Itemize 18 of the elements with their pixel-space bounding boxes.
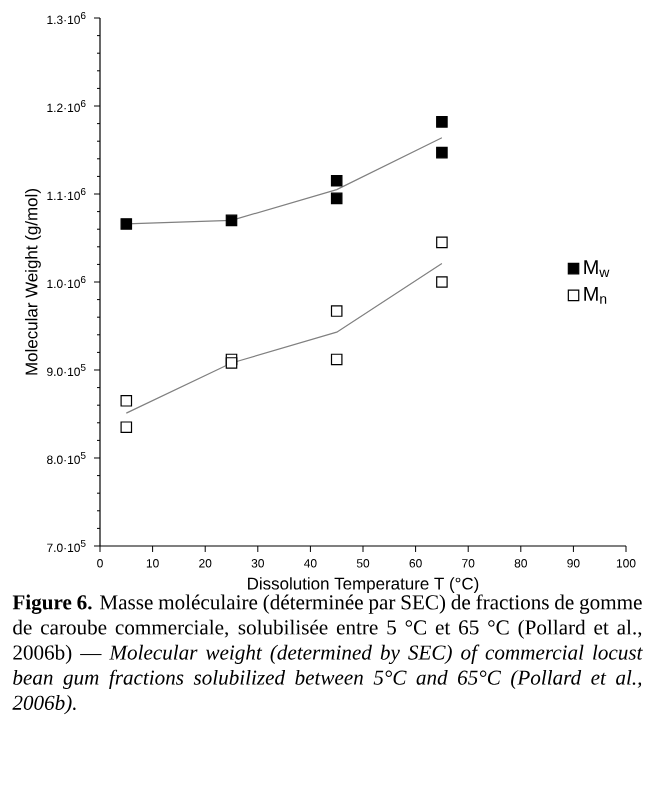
point [330,192,343,205]
point [436,276,448,288]
point [330,305,343,317]
x-axis-title: Dissolution Temperature T (°C) [248,577,479,593]
point [120,395,133,407]
point [225,214,238,227]
point [120,218,133,230]
point [330,175,343,187]
text: Figure 6. Masse moléculaire (déterminée par SEC) de fractions de gomme de caroube commerciale, solubilisée entre 5 °C et 65 °C (Pollard et al., 2006b) — Molecular weight (determined by SEC) of commercial locust bean gum fractions solubilized between 5°C and 65°C (Pollard et al., 2006b). [12,594,643,715]
point [436,236,448,249]
legend-label: M$_{n}$ [584,286,607,304]
point [436,146,448,159]
line-series [125,262,443,414]
point [330,353,343,366]
y-axis-title: Molecular Weight (g/mol) [25,189,41,375]
point [120,421,133,433]
legend-label: M$_{w}$ [584,260,610,278]
point [436,116,448,128]
